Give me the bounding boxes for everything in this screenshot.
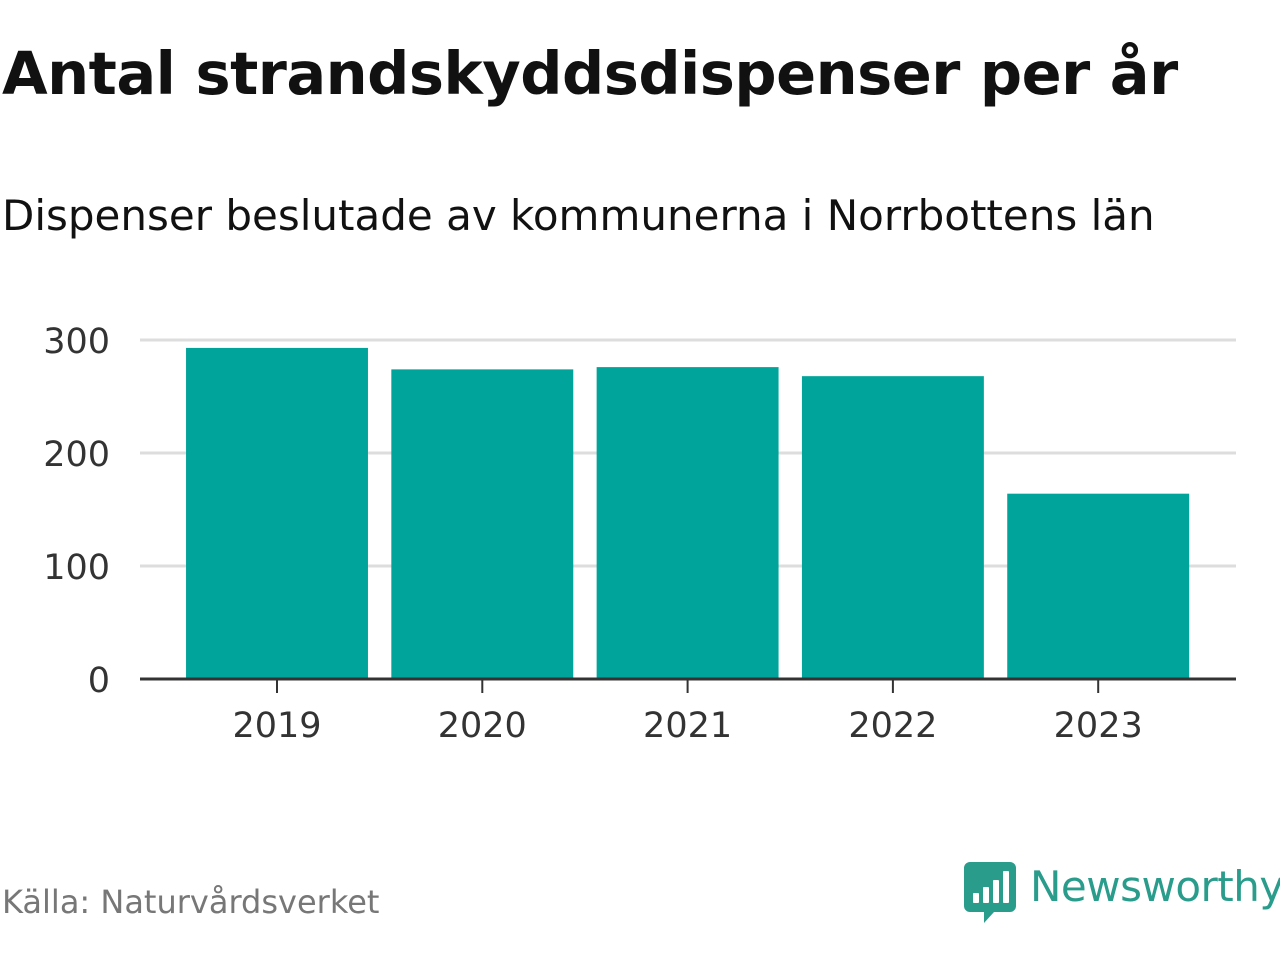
x-tick-label: 2023	[1054, 706, 1143, 746]
bar-2019	[186, 347, 368, 679]
y-tick-label: 0	[88, 661, 110, 701]
bar-2023	[1007, 493, 1190, 679]
source-note: Källa: Naturvårdsverket	[2, 883, 380, 921]
x-tick-label: 2019	[232, 706, 321, 746]
bar-2021	[596, 367, 779, 679]
newsworthy-logo: Newsworthy	[964, 862, 1280, 924]
chart-subtitle: Dispenser beslutade av kommunerna i Norr…	[2, 191, 1155, 240]
y-tick-label: 200	[43, 435, 110, 475]
newsworthy-logo-icon	[964, 862, 1016, 923]
y-tick-label: 300	[43, 322, 110, 362]
x-tick-label: 2020	[438, 706, 527, 746]
x-tick-label: 2021	[643, 706, 732, 746]
brand-name: Newsworthy	[1030, 862, 1280, 911]
y-tick-label: 100	[43, 548, 110, 588]
chart-title: Antal strandskyddsdispenser per år	[2, 39, 1178, 108]
x-tick-label: 2022	[848, 706, 937, 746]
bar-2020	[391, 369, 574, 679]
bar-2022	[801, 376, 984, 679]
